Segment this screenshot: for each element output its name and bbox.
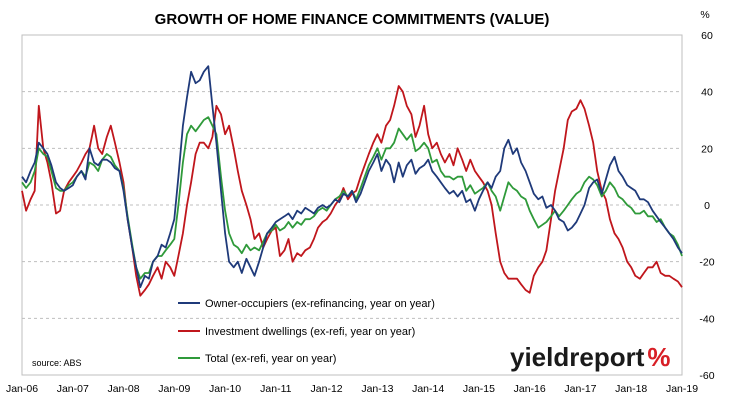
x-tick-label: Jan-07 [57, 383, 89, 395]
x-tick-label: Jan-19 [666, 383, 698, 395]
x-tick-label: Jan-16 [514, 383, 546, 395]
x-tick-label: Jan-10 [209, 383, 241, 395]
x-tick-label: Jan-13 [361, 383, 393, 395]
x-tick-label: Jan-14 [412, 383, 444, 395]
x-tick-label: Jan-06 [6, 383, 38, 395]
x-tick-label: Jan-09 [158, 383, 190, 395]
y-tick-label: 60 [701, 30, 713, 42]
legend-label-total: Total (ex-refi, year on year) [205, 353, 336, 365]
x-tick-label: Jan-18 [615, 383, 647, 395]
legend-label-owner-occupiers: Owner-occupiers (ex-refinancing, year on… [205, 298, 435, 310]
x-tick-label: Jan-17 [564, 383, 596, 395]
x-tick-label: Jan-11 [260, 383, 291, 395]
grid-layer [22, 91, 682, 319]
logo-accent-text: % [647, 342, 670, 372]
logo-wordmark: yieldreport% [510, 342, 671, 372]
y-tick-layer: -60 -40 -20 0 20 40 60 [699, 30, 714, 382]
y-tick-label: 20 [701, 143, 713, 155]
series-layer [21, 65, 683, 297]
legend: Owner-occupiers (ex-refinancing, year on… [178, 298, 435, 365]
y-tick-label: -60 [699, 370, 714, 382]
series-line-owner-occupiers [21, 65, 683, 289]
x-tick-layer: Jan-06 Jan-07 Jan-08 Jan-09 Jan-10 Jan-11 Jan-… [6, 383, 698, 395]
x-tick-label: Jan-08 [107, 383, 139, 395]
logo-main-text: yieldreport [510, 342, 645, 372]
source-note: source: ABS [32, 358, 82, 368]
y-tick-label: -40 [699, 313, 714, 325]
y-tick-label: 40 [701, 87, 713, 99]
logo: yieldreport% [510, 342, 671, 372]
x-tick-label: Jan-12 [311, 383, 343, 395]
legend-label-investment-dwellings: Investment dwellings (ex-refi, year on y… [205, 326, 415, 338]
y-axis-unit-label: % [700, 9, 709, 21]
y-tick-label: -20 [699, 257, 714, 269]
x-tick-label: Jan-15 [463, 383, 495, 395]
chart-title: GROWTH OF HOME FINANCE COMMITMENTS (VALU… [155, 11, 550, 28]
y-tick-label: 0 [704, 200, 710, 212]
